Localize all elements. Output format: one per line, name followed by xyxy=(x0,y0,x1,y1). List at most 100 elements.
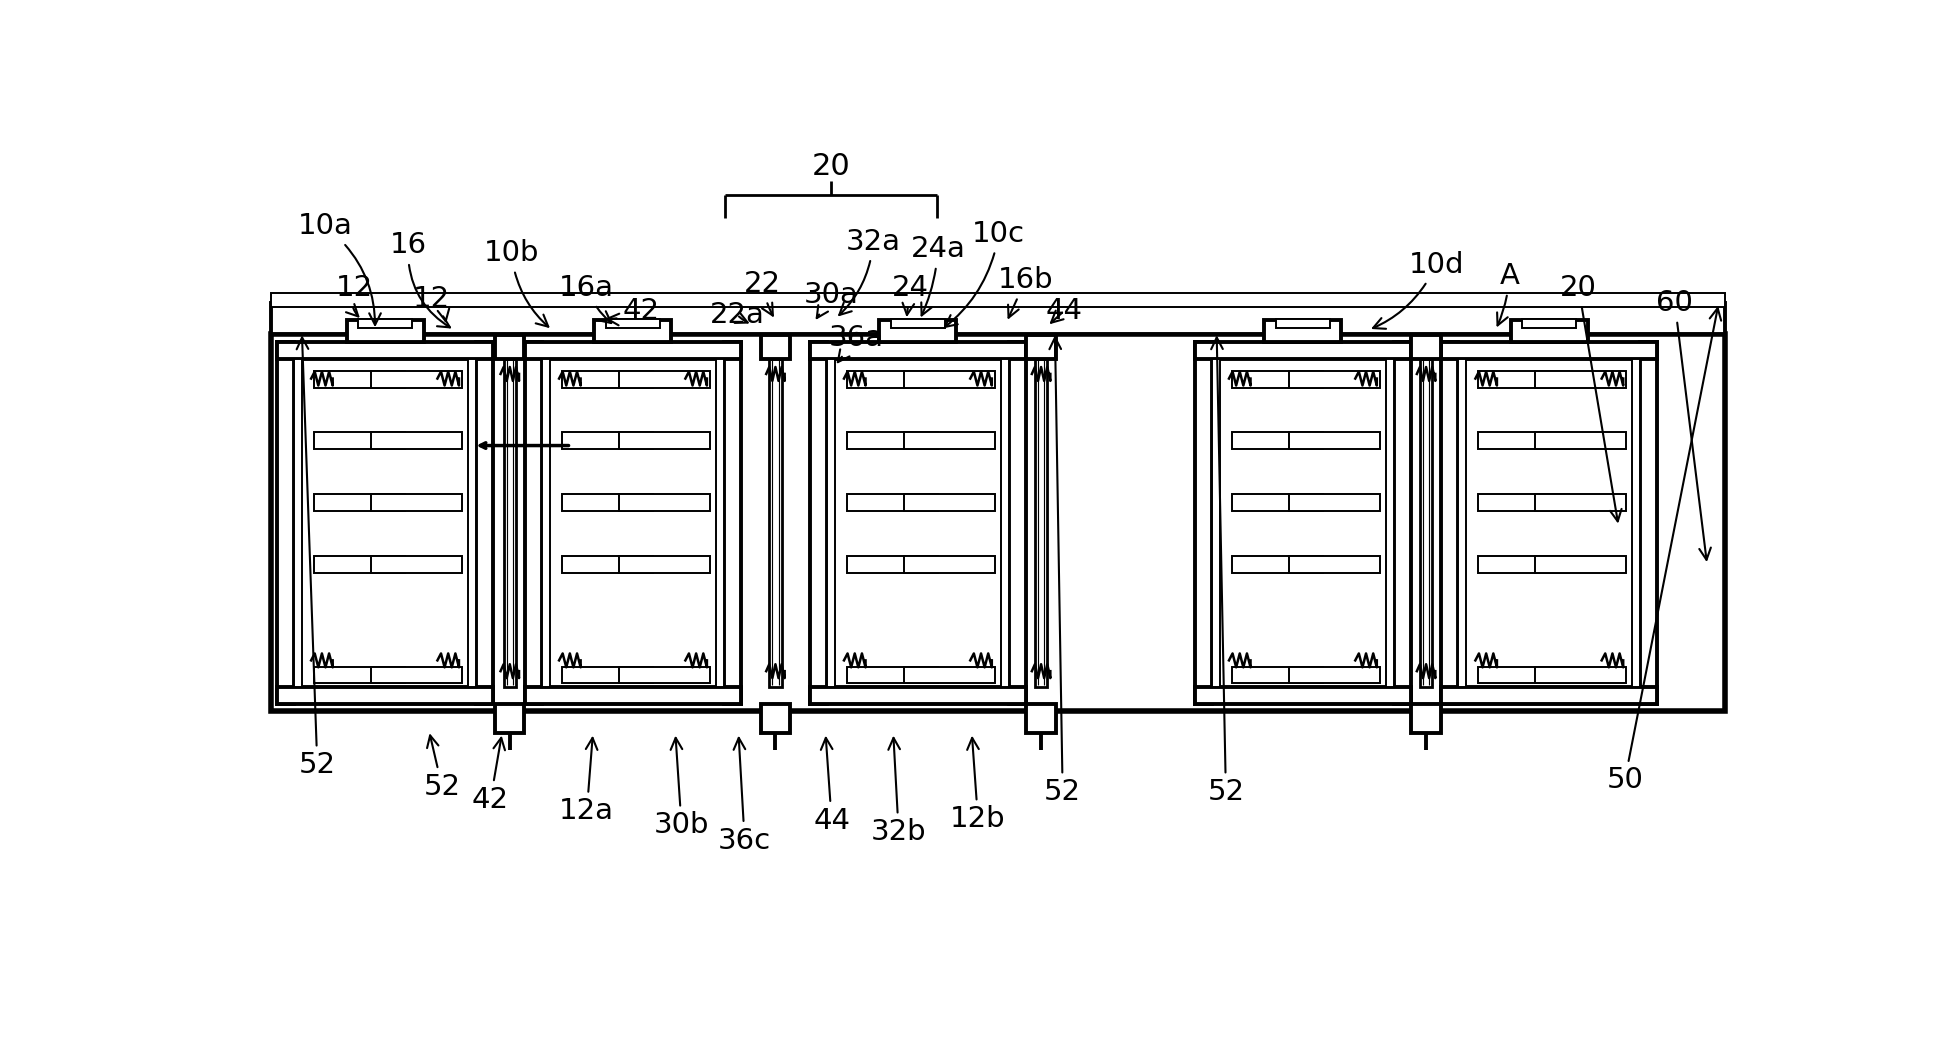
Bar xyxy=(1632,358,1640,687)
Bar xyxy=(270,293,1725,307)
Text: 60: 60 xyxy=(1657,289,1712,560)
Text: A: A xyxy=(1498,262,1519,326)
Text: 16: 16 xyxy=(389,231,449,328)
Bar xyxy=(1194,341,1212,704)
Bar xyxy=(1535,433,1626,449)
Bar xyxy=(371,495,463,511)
Bar xyxy=(525,341,741,358)
Bar xyxy=(619,667,710,684)
Bar xyxy=(827,358,834,687)
Text: 24a: 24a xyxy=(910,235,965,315)
Bar xyxy=(904,555,996,572)
Bar xyxy=(1027,335,1056,358)
Text: 12b: 12b xyxy=(951,738,1006,833)
Bar xyxy=(1535,667,1626,684)
Bar xyxy=(562,667,654,684)
Bar xyxy=(1478,433,1570,449)
Bar xyxy=(1535,555,1626,572)
Text: 12a: 12a xyxy=(560,738,615,825)
Bar xyxy=(619,555,710,572)
Bar xyxy=(496,335,525,358)
Text: 44: 44 xyxy=(813,738,850,835)
Bar xyxy=(1290,495,1379,511)
Bar xyxy=(1027,704,1056,733)
Bar xyxy=(315,667,405,684)
Bar xyxy=(891,318,945,328)
Bar xyxy=(525,687,741,704)
Bar xyxy=(904,495,996,511)
Text: 32a: 32a xyxy=(838,228,901,315)
Bar xyxy=(496,704,525,733)
Bar xyxy=(270,303,1725,334)
Bar xyxy=(1264,320,1342,341)
Bar xyxy=(278,687,492,704)
Text: 10c: 10c xyxy=(945,219,1025,327)
Bar xyxy=(1459,358,1467,687)
Text: 52: 52 xyxy=(1208,337,1245,806)
Text: 16b: 16b xyxy=(998,266,1054,318)
Bar xyxy=(1002,358,1009,687)
Bar xyxy=(1420,358,1432,687)
Bar xyxy=(770,358,782,687)
Bar xyxy=(1640,341,1657,704)
Bar xyxy=(904,433,996,449)
Text: 22a: 22a xyxy=(710,300,764,329)
Text: 24: 24 xyxy=(891,274,928,315)
Text: 52: 52 xyxy=(424,735,461,801)
Bar xyxy=(315,555,405,572)
Bar xyxy=(346,320,424,341)
Bar xyxy=(1290,667,1379,684)
Bar xyxy=(1290,555,1379,572)
Bar xyxy=(809,341,1025,358)
Bar xyxy=(1290,433,1379,449)
Bar xyxy=(371,371,463,387)
Bar xyxy=(358,318,412,328)
Bar xyxy=(543,358,550,687)
Text: 42: 42 xyxy=(473,738,510,814)
Text: 16a: 16a xyxy=(560,274,615,323)
Bar xyxy=(1231,433,1323,449)
Bar xyxy=(504,358,515,687)
Text: 10d: 10d xyxy=(1373,251,1465,329)
Bar xyxy=(904,667,996,684)
Bar xyxy=(371,555,463,572)
Bar xyxy=(1478,667,1570,684)
Bar xyxy=(1387,358,1395,687)
Bar xyxy=(1535,495,1626,511)
Text: 20: 20 xyxy=(811,151,850,181)
Bar xyxy=(1441,687,1657,704)
Text: 12: 12 xyxy=(336,274,373,316)
Text: 22: 22 xyxy=(743,270,780,316)
Bar xyxy=(846,371,937,387)
Bar xyxy=(1535,371,1626,387)
Bar xyxy=(879,320,957,341)
Bar xyxy=(607,318,659,328)
Text: 32b: 32b xyxy=(871,738,926,846)
Text: 36a: 36a xyxy=(829,323,883,362)
Text: 30a: 30a xyxy=(803,281,860,318)
Bar xyxy=(1441,341,1459,704)
Text: 12: 12 xyxy=(412,286,449,321)
Text: 42: 42 xyxy=(607,297,659,326)
Bar xyxy=(1511,320,1587,341)
Bar xyxy=(846,555,937,572)
Text: 10b: 10b xyxy=(484,239,548,327)
Bar xyxy=(1523,318,1575,328)
Bar xyxy=(1412,335,1441,358)
Bar xyxy=(1412,704,1441,733)
Bar xyxy=(619,495,710,511)
Bar xyxy=(846,433,937,449)
Text: 10a: 10a xyxy=(298,212,381,324)
Bar xyxy=(1231,667,1323,684)
Bar xyxy=(716,358,724,687)
Bar xyxy=(1290,371,1379,387)
Bar xyxy=(846,667,937,684)
Bar xyxy=(315,495,405,511)
Bar xyxy=(1035,358,1046,687)
Bar xyxy=(477,341,492,704)
Bar xyxy=(809,687,1025,704)
Bar xyxy=(809,341,827,704)
Bar xyxy=(294,358,301,687)
Bar xyxy=(1441,341,1657,358)
Bar xyxy=(1478,495,1570,511)
